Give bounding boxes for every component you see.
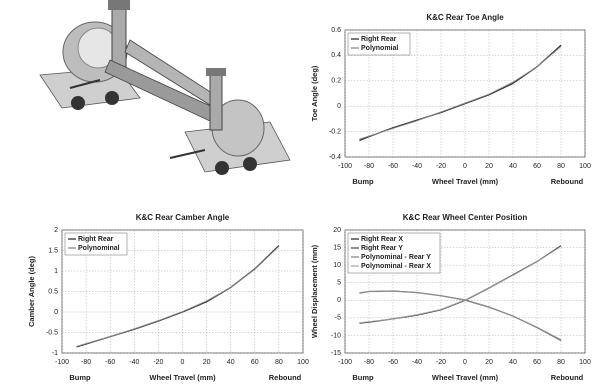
x-tick-label: 40 [509, 359, 517, 366]
y-tick-label: 20 [333, 227, 341, 234]
x-tick-label: 0 [463, 359, 467, 366]
chart: -15 -10 -5 0 5 10 15 20 -100 -80 -60 -40 -20 0 20 40 60 8… [310, 213, 591, 382]
y-tick-label: 10 [333, 262, 341, 269]
chart-title: K&C Rear Toe Angle [426, 13, 504, 22]
x-tick-label: -80 [81, 359, 91, 366]
chart-title: K&C Rear Camber Angle [136, 213, 230, 222]
y-tick-label: -1 [52, 350, 58, 357]
x-tick-label: 40 [227, 359, 235, 366]
x-tick-label: 40 [509, 163, 517, 170]
x-tick-label: 80 [557, 359, 565, 366]
y-tick-label: 0.5 [48, 288, 58, 295]
legend-label: Polynominal - Rear X [361, 263, 431, 270]
x-tick-label: -60 [388, 359, 398, 366]
annotation: Bump [352, 177, 374, 186]
annotation: Rebound [551, 373, 584, 382]
x-tick-label: 0 [181, 359, 185, 366]
x-tick-label: -40 [412, 359, 422, 366]
x-axis-label: Wheel Travel (mm) [432, 373, 499, 382]
y-tick-label: -15 [331, 350, 341, 357]
x-tick-label: 60 [533, 359, 541, 366]
x-tick-label: 100 [579, 359, 591, 366]
annotation: Rebound [269, 373, 302, 382]
x-tick-label: -100 [55, 359, 69, 366]
y-tick-label: 0.2 [331, 78, 341, 85]
y-tick-label: 0 [337, 103, 341, 110]
legend-label: Right Rear [78, 236, 114, 243]
x-tick-label: 100 [297, 359, 309, 366]
y-tick-label: 0.4 [331, 52, 341, 59]
x-tick-label: -60 [388, 163, 398, 170]
y-tick-label: 2 [54, 227, 58, 234]
y-tick-label: 0 [54, 309, 58, 316]
chart-title: K&C Rear Wheel Center Position [403, 213, 528, 222]
suspension-render [40, 0, 290, 175]
x-tick-label: -20 [436, 359, 446, 366]
x-axis-label: Wheel Travel (mm) [432, 177, 499, 186]
x-tick-label: -40 [129, 359, 139, 366]
y-tick-label: 0 [337, 297, 341, 304]
legend-label: Polynominal [78, 245, 120, 252]
x-tick-label: 60 [251, 359, 259, 366]
y-axis-label: Wheel Displacement (mm) [310, 244, 319, 338]
x-tick-label: 80 [557, 163, 565, 170]
legend-label: Right Rear [361, 36, 397, 43]
y-axis-label: Camber Angle (deg) [27, 256, 36, 327]
y-tick-label: -0.2 [329, 128, 341, 135]
x-tick-label: 20 [203, 359, 211, 366]
chart: -1 -0.5 0 0.5 1 1.5 2 -100 -80 -60 -40 -20 0 20 40 60 80… [27, 213, 309, 382]
x-tick-label: -20 [436, 163, 446, 170]
x-tick-label: 80 [275, 359, 283, 366]
x-tick-label: 20 [485, 163, 493, 170]
annotation: Bump [352, 373, 374, 382]
x-tick-label: -60 [105, 359, 115, 366]
annotation: Bump [69, 373, 91, 382]
x-tick-label: -80 [364, 163, 374, 170]
x-tick-label: 20 [485, 359, 493, 366]
legend-label: Right Rear X [361, 236, 403, 243]
x-tick-label: -100 [338, 359, 352, 366]
figure: -0.4-0.200.20.40.6-100-80-60-40-20020406… [0, 0, 606, 392]
legend-label: Right Rear Y [361, 245, 403, 252]
x-tick-label: 60 [533, 163, 541, 170]
y-tick-label: -0.5 [46, 329, 58, 336]
y-tick-label: -0.4 [329, 154, 341, 161]
legend-label: Polynomial [361, 45, 398, 52]
x-tick-label: -100 [338, 163, 352, 170]
x-tick-label: -20 [153, 359, 163, 366]
y-tick-label: 15 [333, 244, 341, 251]
y-tick-label: 1.5 [48, 247, 58, 254]
annotation: Rebound [551, 177, 584, 186]
x-tick-label: 100 [579, 163, 591, 170]
chart: -0.4 -0.2 0 0.2 0.4 0.6 -100 -80 -60 -40 -20 0 20 40 6… [310, 13, 591, 186]
y-tick-label: 0.6 [331, 27, 341, 34]
y-tick-label: -10 [331, 332, 341, 339]
x-tick-label: -40 [412, 163, 422, 170]
y-tick-label: -5 [335, 315, 341, 322]
y-tick-label: 1 [54, 268, 58, 275]
legend-label: Polynominal - Rear Y [361, 254, 431, 261]
y-axis-label: Toe Angle (deg) [310, 65, 319, 121]
x-axis-label: Wheel Travel (mm) [149, 373, 216, 382]
x-tick-label: -80 [364, 359, 374, 366]
x-tick-label: 0 [463, 163, 467, 170]
y-tick-label: 5 [337, 280, 341, 287]
